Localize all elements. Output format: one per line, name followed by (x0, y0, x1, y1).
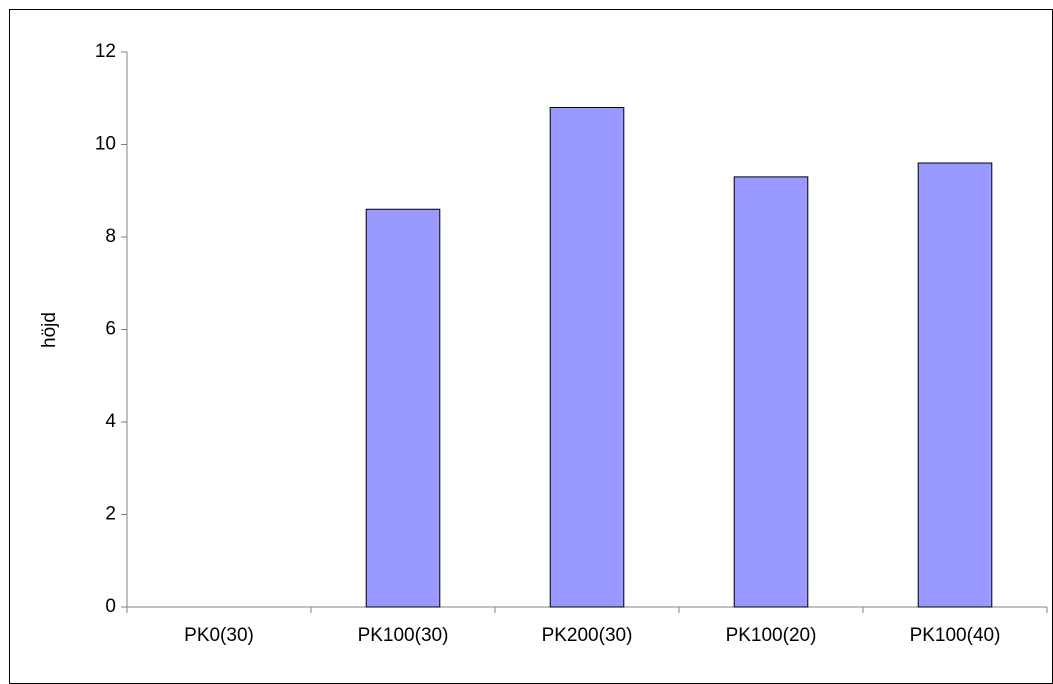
x-tick-label: PK200(30) (542, 625, 633, 646)
y-tick-label: 12 (95, 41, 116, 62)
y-tick-label: 10 (95, 134, 116, 155)
y-tick-label: 8 (105, 226, 116, 247)
y-tick-label: 4 (105, 411, 116, 432)
y-tick-label: 6 (105, 319, 116, 340)
bar-pk100-20 (733, 176, 809, 608)
x-tick-label: PK0(30) (184, 625, 254, 646)
bar-pk200-30 (549, 107, 625, 608)
y-tick-label: 0 (105, 596, 116, 617)
x-tick-label: PK100(20) (726, 625, 817, 646)
chart-border (9, 9, 1053, 684)
x-tick-labels: PK0(30) PK100(30) PK200(30) PK100(20) PK100(… (184, 625, 1000, 646)
bars (365, 107, 993, 608)
bar-pk100-30 (365, 208, 441, 608)
bar-pk100-40 (917, 162, 993, 608)
x-tick-label: PK100(40) (910, 625, 1001, 646)
y-axis-title: höjd (39, 312, 60, 348)
y-tick-label: 2 (105, 504, 116, 525)
x-tick-label: PK100(30) (358, 625, 449, 646)
y-ticks: 0 2 4 6 8 10 12 (95, 41, 127, 617)
